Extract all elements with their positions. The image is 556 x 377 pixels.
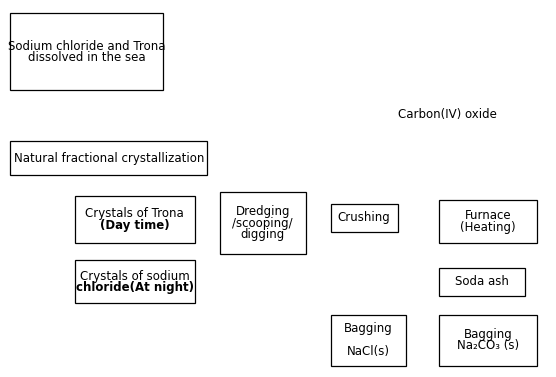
Text: Na₂CO₃ (s): Na₂CO₃ (s) — [457, 339, 519, 352]
Bar — [439, 268, 525, 296]
Bar — [75, 196, 195, 243]
Text: dissolved in the sea: dissolved in the sea — [28, 51, 145, 64]
Text: Crystals of Trona: Crystals of Trona — [86, 207, 184, 221]
Bar — [75, 260, 195, 303]
Text: Soda ash: Soda ash — [455, 275, 509, 288]
Text: (Day time): (Day time) — [100, 219, 170, 232]
Text: Bagging: Bagging — [464, 328, 512, 341]
Text: Carbon(IV) oxide: Carbon(IV) oxide — [398, 109, 497, 121]
Text: Dredging: Dredging — [235, 205, 290, 218]
Text: Crushing: Crushing — [338, 211, 390, 224]
Text: chloride(At night): chloride(At night) — [76, 281, 194, 294]
Text: /scooping/: /scooping/ — [232, 217, 293, 230]
Text: Bagging: Bagging — [344, 322, 393, 335]
Text: Sodium chloride and Trona: Sodium chloride and Trona — [8, 40, 165, 53]
Text: Furnace: Furnace — [465, 209, 511, 222]
Text: digging: digging — [241, 228, 285, 241]
Bar — [10, 13, 163, 90]
Bar — [439, 315, 537, 366]
Text: Crystals of sodium: Crystals of sodium — [80, 270, 190, 283]
Text: NaCl(s): NaCl(s) — [347, 345, 390, 358]
Text: Natural fractional crystallization: Natural fractional crystallization — [13, 152, 204, 165]
Bar — [439, 200, 537, 243]
Bar — [331, 315, 406, 366]
Bar — [10, 141, 207, 175]
Text: (Heating): (Heating) — [460, 221, 516, 234]
Bar — [220, 192, 306, 254]
Bar — [331, 204, 398, 232]
